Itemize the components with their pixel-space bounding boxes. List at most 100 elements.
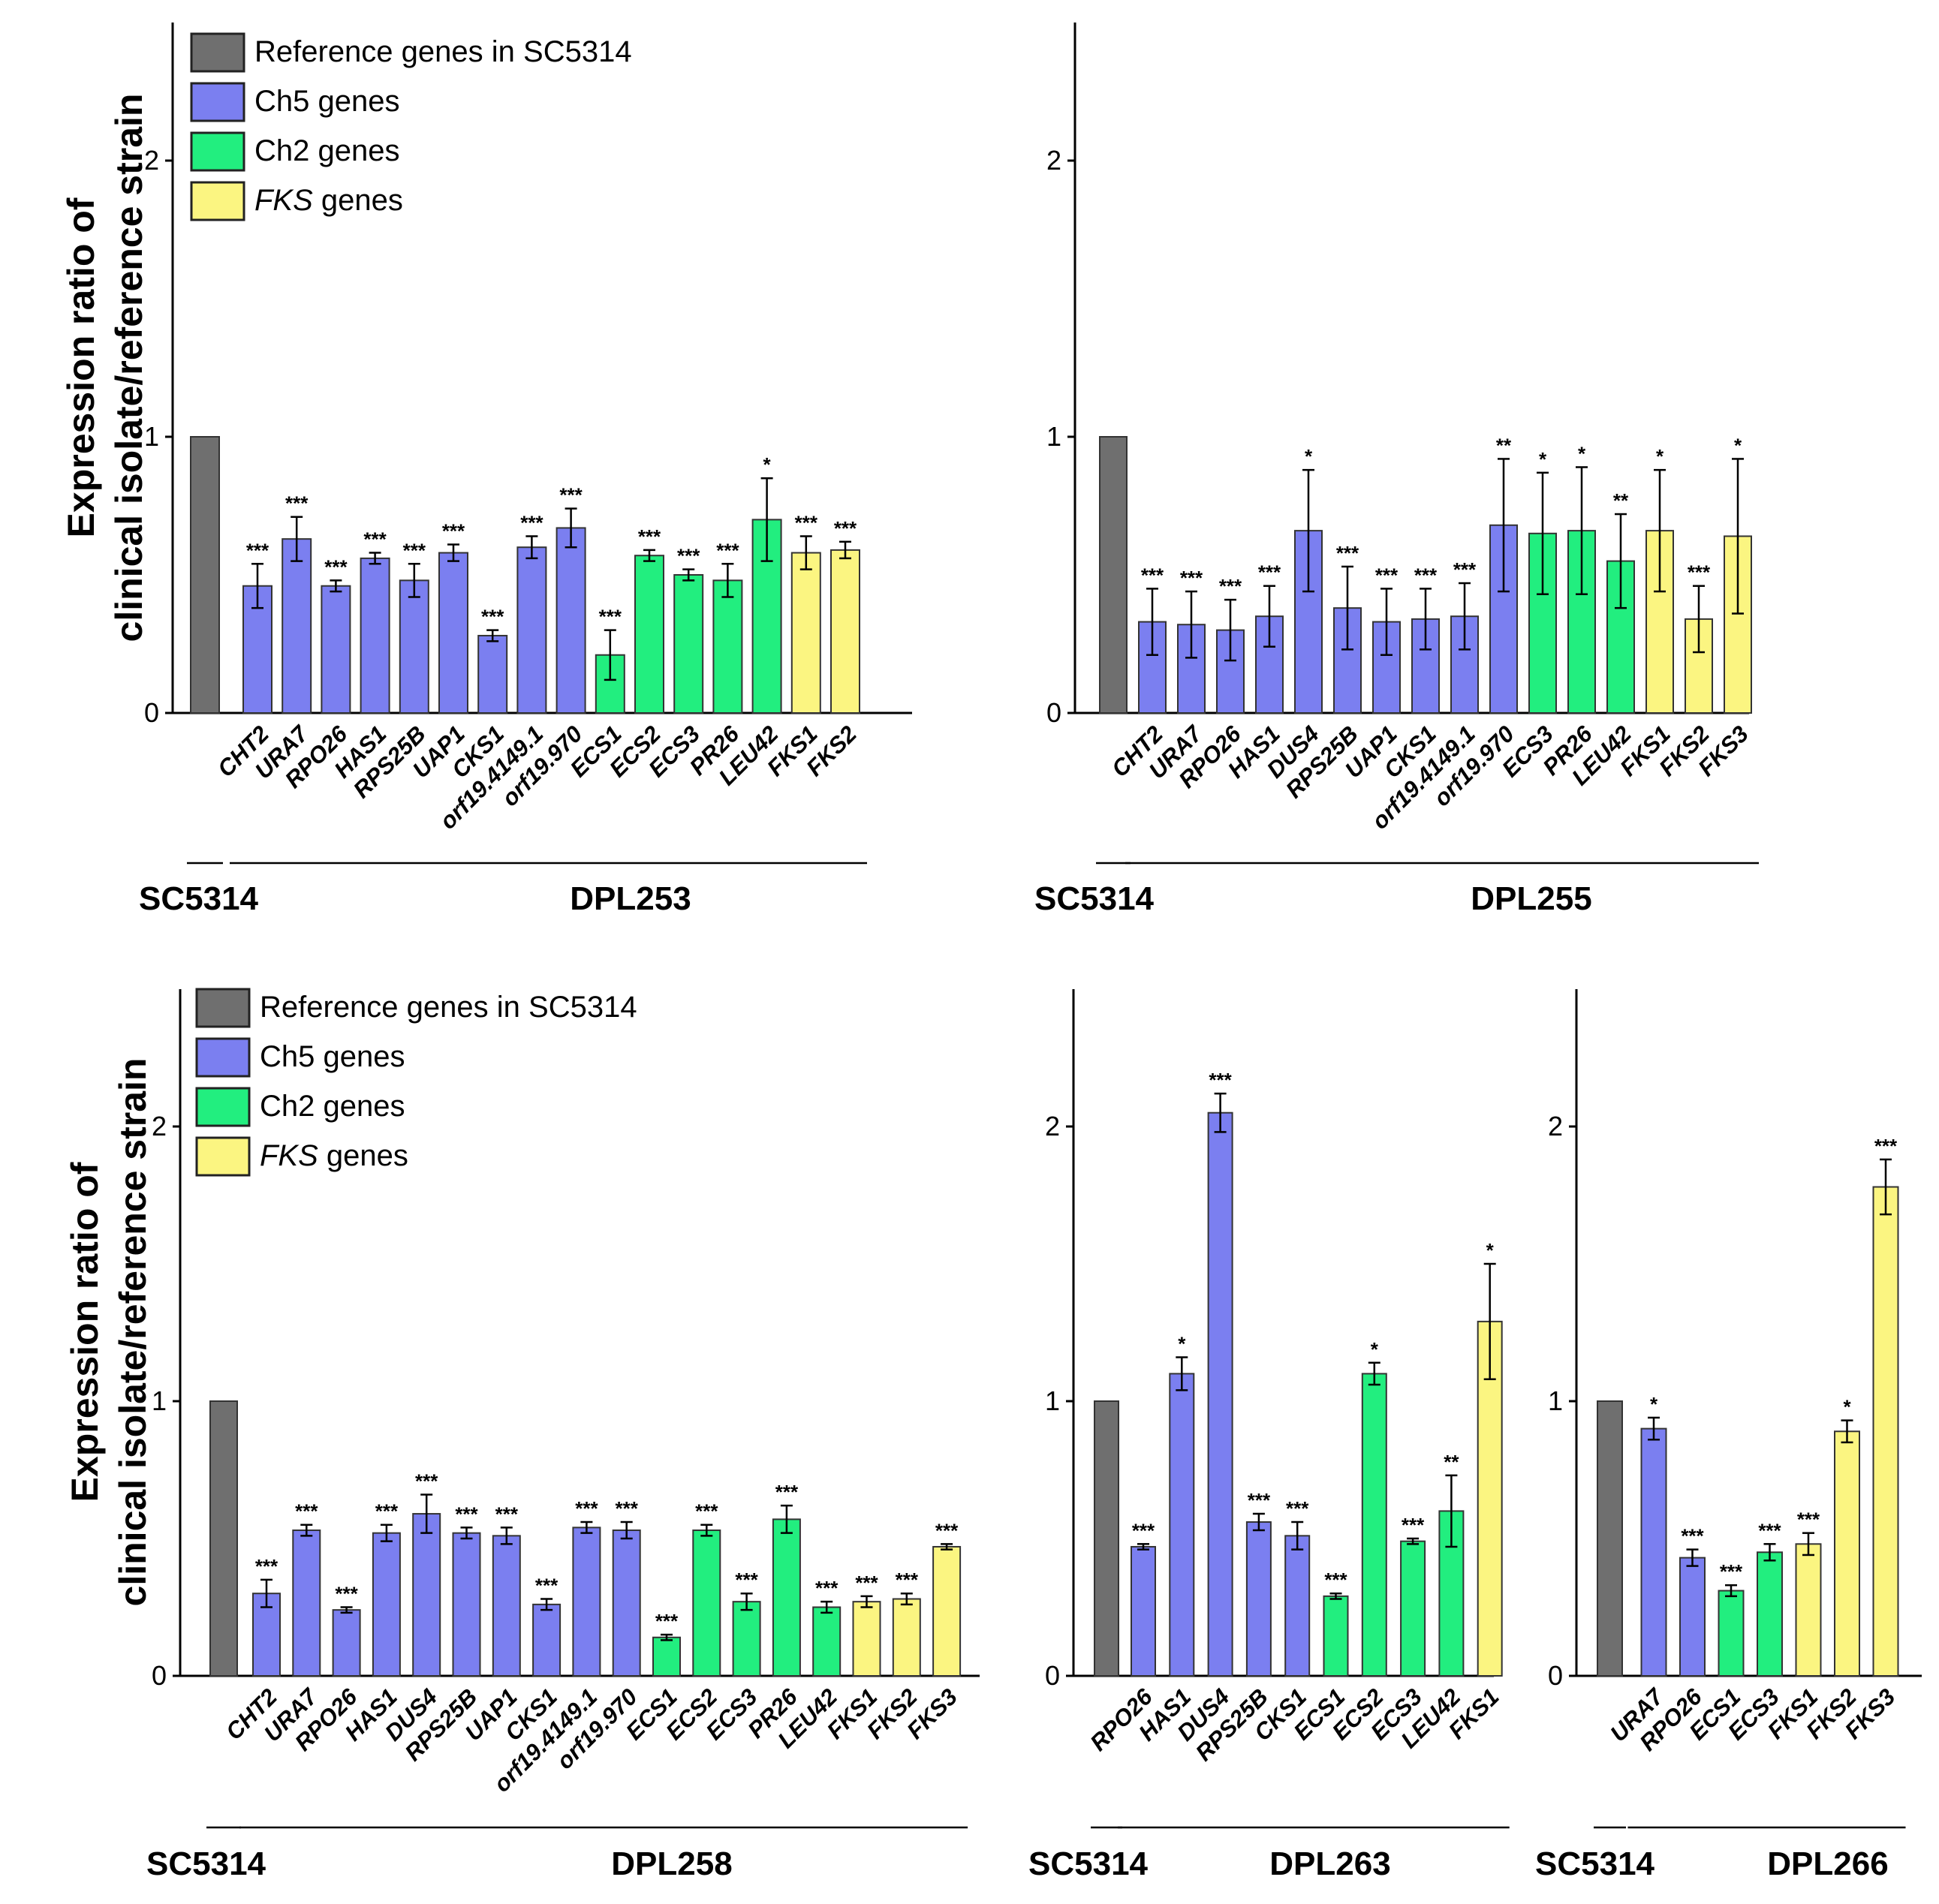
- significance-label: ***: [1453, 558, 1477, 581]
- chart-panel-DPL258: 012***CHT2***URA7***RPO26***HAS1***DUS4*…: [64, 988, 980, 1882]
- significance-label: *: [1539, 448, 1547, 471]
- bar-reference: [1597, 1400, 1623, 1677]
- y-tick-label: 0: [1548, 1660, 1563, 1691]
- y-tick-label: 0: [144, 697, 159, 728]
- significance-label: ***: [1209, 1069, 1232, 1091]
- significance-label: *: [1843, 1396, 1851, 1418]
- significance-label: ***: [1248, 1489, 1271, 1511]
- bar-FKS2: [1834, 1430, 1860, 1677]
- significance-label: ***: [896, 1569, 919, 1591]
- legend-label-ch5: Ch5 genes: [254, 85, 399, 118]
- legend-swatch-ref: [195, 988, 251, 1028]
- y-axis-title: Expression ratio of clinical isolate/refe…: [64, 1058, 154, 1607]
- bar-FKS1: [1795, 1543, 1822, 1677]
- bar-FKS1: [852, 1601, 881, 1677]
- significance-label: ***: [735, 1569, 758, 1591]
- chart-panel-DPL266: 012*URA7***RPO26***ECS1***ECS3***FKS1*FK…: [1535, 989, 1922, 1882]
- significance-label: ***: [855, 1572, 878, 1594]
- clinical-isolate-label: DPL263: [1269, 1845, 1390, 1882]
- legend-label-fks: FKS genes: [254, 184, 403, 217]
- significance-label: ***: [1180, 567, 1203, 589]
- y-tick-label: 0: [152, 1660, 167, 1691]
- significance-label: ***: [363, 528, 387, 551]
- significance-label: ***: [1336, 542, 1359, 564]
- bar-orf19.4149.1: [572, 1527, 601, 1677]
- significance-label: *: [763, 453, 772, 476]
- y-axis-title-line1: Expression ratio of: [64, 1162, 106, 1502]
- legend-label-ch2: Ch2 genes: [260, 1090, 405, 1123]
- significance-label: ***: [1688, 561, 1711, 584]
- significance-label: ***: [935, 1519, 959, 1542]
- significance-label: ***: [285, 492, 309, 515]
- significance-label: ***: [442, 520, 465, 543]
- y-tick-label: 1: [1548, 1385, 1563, 1416]
- significance-label: ***: [481, 606, 504, 628]
- significance-label: ***: [246, 539, 269, 561]
- bar-FKS2: [892, 1598, 921, 1677]
- legend-swatch-fks: [190, 181, 245, 221]
- significance-label: *: [1578, 442, 1586, 465]
- reference-strain-label: SC5314: [1535, 1845, 1655, 1882]
- legend-text: Reference genes in SC5314: [260, 991, 637, 1024]
- significance-label: ***: [295, 1500, 318, 1523]
- bar-URA7: [282, 538, 312, 714]
- significance-label: ***: [599, 606, 622, 628]
- significance-label: ***: [1324, 1569, 1347, 1591]
- bar-UAP1: [438, 552, 468, 714]
- bar-RPS25B: [399, 579, 429, 714]
- bar-UAP1: [492, 1535, 521, 1677]
- significance-label: ***: [1720, 1560, 1743, 1583]
- bar-RPS25B: [1245, 1521, 1272, 1677]
- chart-panel-DPL255: 012***CHT2***URA7***RPO26***HAS1*DUS4***…: [1034, 23, 1759, 917]
- bar-RPO26: [1131, 1545, 1156, 1677]
- bar-reference: [1094, 1400, 1119, 1677]
- significance-label: ***: [834, 517, 857, 540]
- significance-label: ***: [575, 1497, 598, 1520]
- significance-label: ***: [415, 1469, 438, 1492]
- significance-label: ***: [1132, 1519, 1155, 1542]
- reference-strain-label: SC5314: [1034, 880, 1155, 917]
- y-tick-label: 2: [144, 145, 159, 176]
- y-tick-label: 2: [1045, 1111, 1060, 1141]
- y-axis-title-line2: clinical isolate/reference strain: [108, 94, 150, 642]
- bar-FKS3: [1872, 1186, 1899, 1677]
- bar-RPO26: [332, 1609, 361, 1677]
- legend-swatch-ch5: [195, 1037, 251, 1078]
- y-tick-label: 1: [1046, 421, 1061, 452]
- legend-label-ref: Reference genes in SC5314: [254, 35, 632, 68]
- y-tick-label: 2: [1548, 1111, 1563, 1141]
- bar-orf19.970: [556, 527, 586, 714]
- bar-ECS1: [652, 1636, 681, 1677]
- bar-reference: [209, 1400, 238, 1677]
- legend-label-ref: Reference genes in SC5314: [260, 991, 637, 1024]
- legend-text-italic: FKS: [254, 184, 313, 217]
- significance-label: ***: [716, 539, 739, 561]
- bar-ECS3: [673, 574, 704, 714]
- y-axis-title: Expression ratio of clinical isolate/refe…: [60, 94, 150, 642]
- bar-CKS1: [1284, 1535, 1311, 1677]
- bar-ECS1: [1323, 1595, 1349, 1677]
- bar-URA7: [292, 1530, 321, 1677]
- bar-FKS1: [790, 552, 821, 714]
- significance-label: *: [1656, 445, 1664, 468]
- significance-label: *: [1650, 1393, 1658, 1415]
- legend-swatch-fks: [195, 1136, 251, 1177]
- significance-label: **: [1496, 434, 1512, 456]
- bar-PR26: [712, 579, 743, 714]
- significance-label: ***: [324, 555, 348, 578]
- bar-LEU42: [812, 1606, 842, 1677]
- y-tick-label: 1: [152, 1385, 167, 1416]
- significance-label: ***: [255, 1555, 279, 1578]
- legend: Reference genes in SC5314 Ch5 genes Ch2 ge…: [190, 32, 632, 221]
- significance-label: ***: [1797, 1508, 1820, 1531]
- significance-label: ***: [1402, 1514, 1425, 1536]
- bar-ECS2: [1361, 1373, 1387, 1677]
- significance-label: ***: [1681, 1525, 1704, 1548]
- significance-label: ***: [1375, 564, 1399, 586]
- significance-label: ***: [1758, 1519, 1781, 1542]
- legend-swatch-ch2: [190, 131, 245, 172]
- significance-label: ***: [1258, 561, 1281, 584]
- y-axis-title-line2: clinical isolate/reference strain: [112, 1058, 154, 1607]
- clinical-isolate-label: DPL266: [1767, 1845, 1888, 1882]
